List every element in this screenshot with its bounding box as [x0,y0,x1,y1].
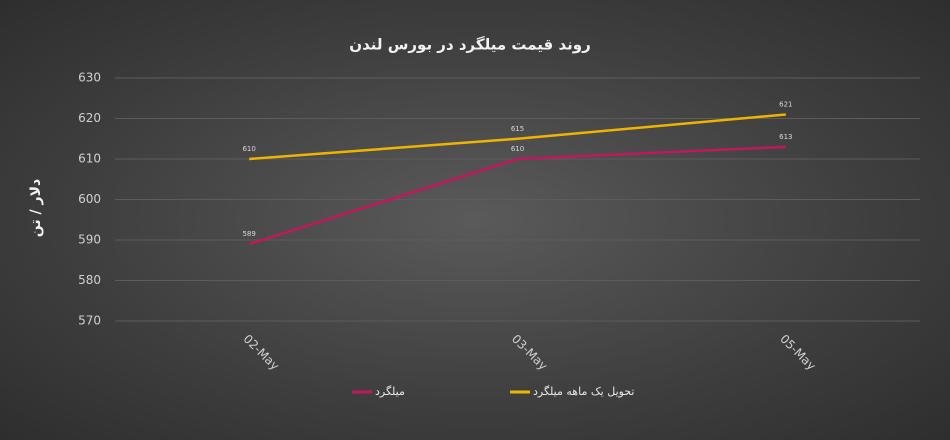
data-label: 613 [779,133,792,141]
data-label: 589 [242,230,255,238]
y-tick-label: 610 [78,152,101,166]
x-tick-label: 05-May [777,332,818,373]
line-series [249,113,786,161]
y-tick-label: 590 [78,233,101,247]
data-label: 615 [511,125,524,133]
y-tick-label: 630 [78,71,101,85]
data-label: 610 [511,145,524,153]
line-series [248,145,786,246]
legend-label: میلگرد [375,385,405,398]
y-axis-label: دلار / تن [28,179,44,237]
y-tick-label: 600 [78,192,101,206]
x-tick-label: 02-May [241,332,282,373]
y-tick-label: 620 [78,111,101,125]
legend-label: تحویل یک ماهه میلگرد [533,385,634,398]
data-label: 610 [242,145,255,153]
y-tick-label: 570 [78,314,101,328]
data-label: 621 [779,100,792,108]
chart-title: روند قیمت میلگرد در بورس لندن [349,36,590,54]
x-tick-label: 03-May [509,332,550,373]
y-tick-label: 580 [78,273,101,287]
